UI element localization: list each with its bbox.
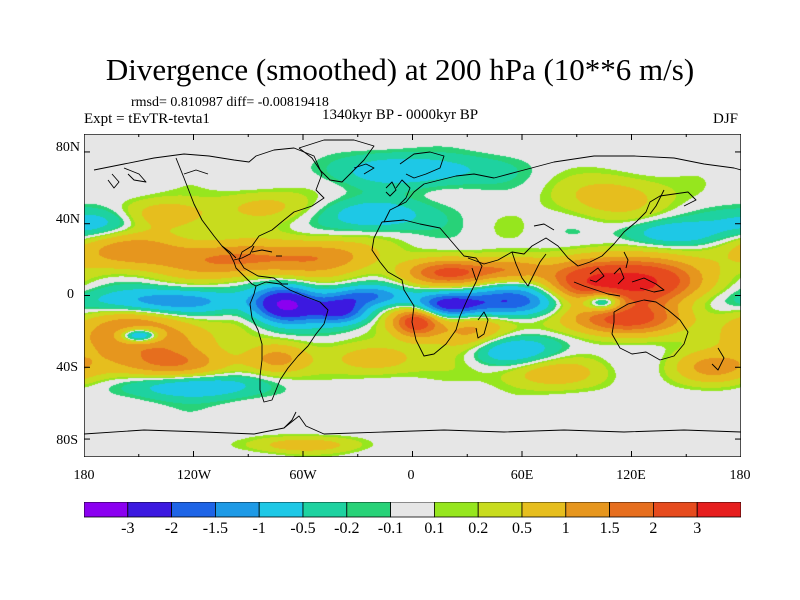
colorbar-box bbox=[696, 502, 741, 518]
lon-label-60w: 60W bbox=[289, 468, 317, 483]
lon-label-60e: 60E bbox=[510, 468, 534, 483]
colorbar-label: -2 bbox=[164, 520, 179, 537]
colorbar-label: 1 bbox=[561, 520, 570, 537]
colorbar-label: -3 bbox=[121, 520, 135, 537]
colorbar-box bbox=[258, 502, 304, 518]
colorbar-box bbox=[127, 502, 172, 518]
colorbar-box bbox=[84, 502, 129, 518]
lat-label-80n: 80N bbox=[55, 140, 80, 155]
season-label: DJF bbox=[713, 111, 739, 127]
lon-label-180w: 180 bbox=[73, 468, 95, 483]
lat-label-0: 0 bbox=[67, 287, 74, 302]
colorbar-label: -0.2 bbox=[334, 520, 360, 537]
rmsd-diff-stats: rmsd= 0.810987 diff= -0.00819418 bbox=[131, 95, 329, 110]
colorbar-box bbox=[390, 502, 435, 518]
colorbar-label: 2 bbox=[649, 520, 658, 537]
colorbar-label: 3 bbox=[693, 520, 702, 537]
colorbar bbox=[84, 502, 741, 518]
colorbar-box bbox=[653, 502, 698, 518]
colorbar-box bbox=[302, 502, 348, 518]
colorbar-box bbox=[171, 502, 216, 518]
divergence-field bbox=[84, 134, 741, 457]
colorbar-box bbox=[565, 502, 610, 518]
colorbar-label: 0.5 bbox=[512, 520, 532, 537]
colorbar-box bbox=[214, 502, 260, 518]
lon-label-120e: 120E bbox=[616, 468, 646, 483]
lat-label-40s: 40S bbox=[56, 360, 78, 375]
lat-label-40n: 40N bbox=[55, 212, 80, 227]
divergence-map bbox=[84, 134, 741, 457]
colorbar-label: -1 bbox=[252, 520, 266, 537]
lon-label-120w: 120W bbox=[176, 468, 212, 483]
colorbar-label: -0.1 bbox=[377, 520, 404, 537]
colorbar-label: 0.1 bbox=[424, 520, 445, 537]
coastlines bbox=[84, 139, 741, 435]
colorbar-label: -0.5 bbox=[290, 520, 316, 537]
chart-title: Divergence (smoothed) at 200 hPa (10**6 … bbox=[105, 52, 695, 87]
lon-label-180e: 180 bbox=[729, 468, 751, 483]
colorbar-box bbox=[521, 502, 567, 518]
experiment-label: Expt = tEvTR-tevta1 bbox=[84, 111, 210, 127]
lon-label-0: 0 bbox=[407, 468, 415, 483]
colorbar-label: -1.5 bbox=[202, 520, 229, 537]
period-label: 1340kyr BP - 0000kyr BP bbox=[322, 107, 479, 123]
colorbar-box bbox=[477, 502, 523, 518]
colorbar-box bbox=[346, 502, 391, 518]
colorbar-label: 1.5 bbox=[599, 520, 620, 537]
colorbar-box bbox=[433, 502, 479, 518]
colorbar-label: 0.2 bbox=[468, 520, 489, 537]
colorbar-box bbox=[609, 502, 654, 518]
lat-label-80s: 80S bbox=[56, 433, 78, 448]
